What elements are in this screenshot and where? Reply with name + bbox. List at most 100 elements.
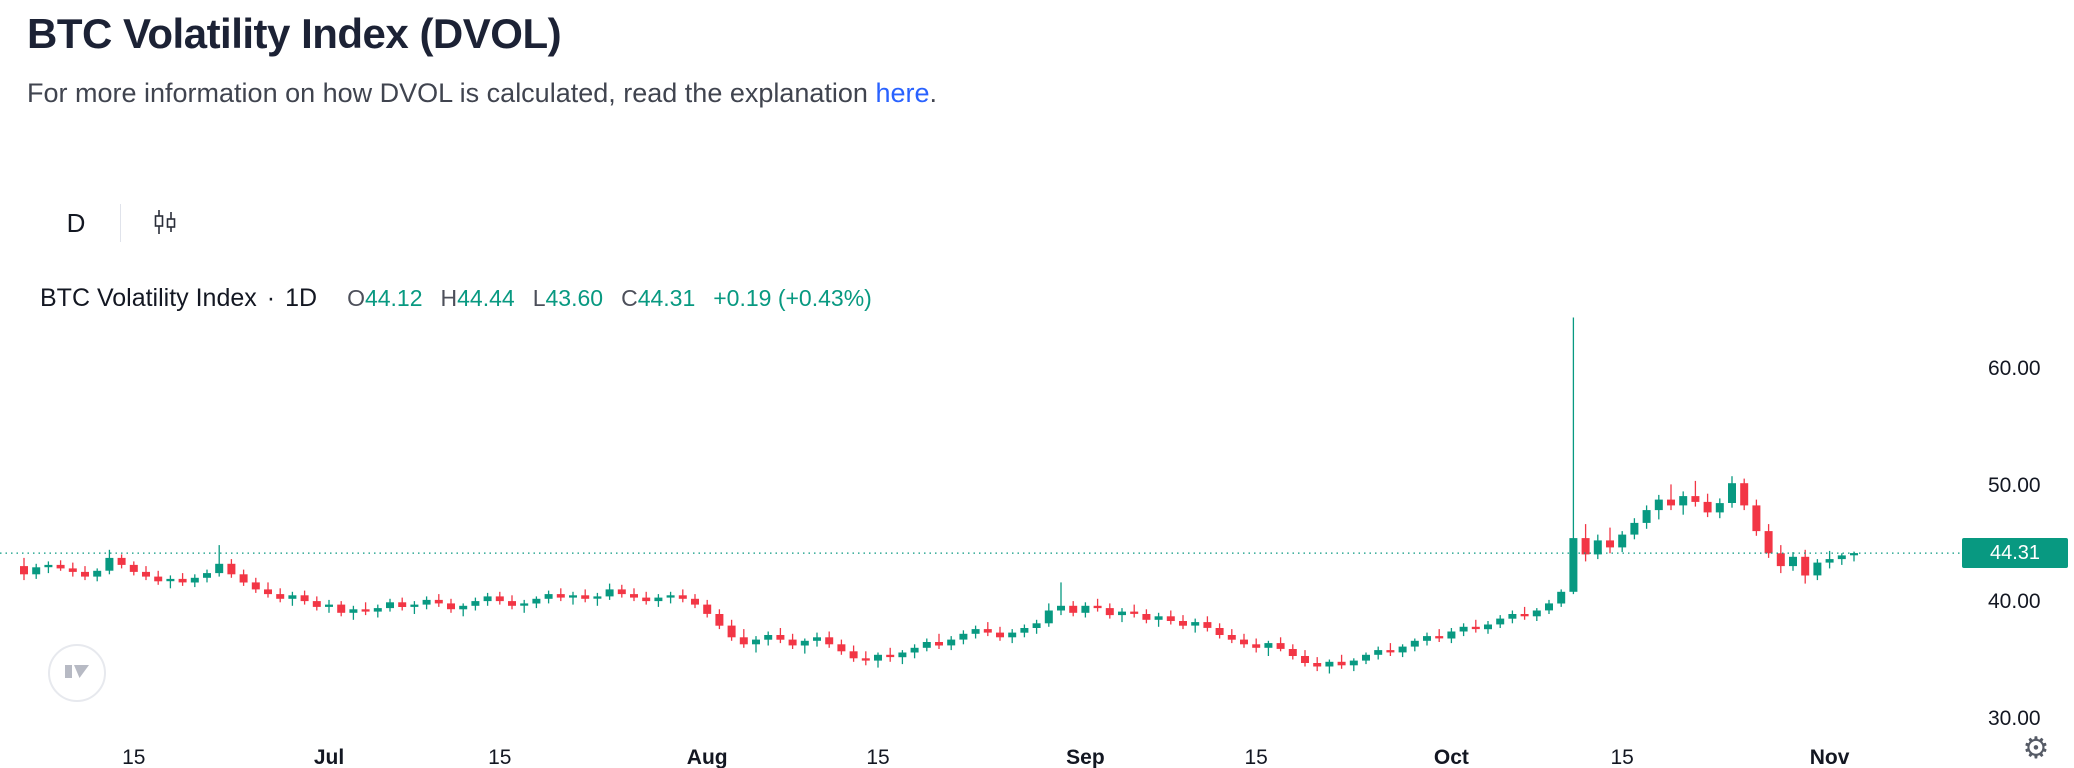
candle bbox=[1374, 646, 1383, 660]
candle bbox=[1837, 553, 1846, 565]
candle bbox=[203, 569, 211, 583]
time-axis-label: Nov bbox=[1809, 746, 1850, 768]
candle bbox=[1142, 609, 1151, 624]
candle bbox=[239, 569, 248, 586]
candle bbox=[544, 590, 553, 604]
price-axis-label: 60.00 bbox=[1988, 357, 2041, 381]
candle bbox=[1581, 524, 1590, 562]
candle bbox=[1667, 484, 1675, 511]
candle bbox=[227, 559, 236, 578]
candle bbox=[1105, 603, 1114, 619]
candle bbox=[1044, 603, 1053, 627]
candle bbox=[129, 561, 138, 576]
candle bbox=[886, 647, 895, 662]
chart-toolbar: D bbox=[54, 198, 187, 248]
candle bbox=[556, 588, 565, 602]
candle bbox=[386, 598, 394, 612]
candle bbox=[68, 562, 77, 577]
candle bbox=[483, 592, 492, 606]
candle bbox=[1301, 650, 1309, 667]
candle bbox=[1154, 612, 1163, 627]
tradingview-logo-icon bbox=[62, 656, 92, 691]
candle bbox=[154, 570, 163, 585]
candle bbox=[1179, 615, 1187, 630]
candle bbox=[532, 596, 541, 609]
candle bbox=[630, 588, 638, 602]
ohlc-high-label: H bbox=[440, 285, 458, 311]
candle bbox=[996, 626, 1004, 641]
candle bbox=[398, 597, 407, 611]
candle bbox=[715, 609, 724, 630]
candle bbox=[813, 632, 821, 647]
candle bbox=[1447, 628, 1456, 644]
candle bbox=[1337, 654, 1346, 669]
candle bbox=[788, 633, 797, 649]
candle bbox=[605, 583, 614, 600]
chart-pane[interactable] bbox=[0, 300, 1960, 740]
candle bbox=[264, 582, 272, 598]
candle bbox=[1386, 643, 1395, 656]
candle bbox=[1618, 531, 1627, 553]
candle bbox=[276, 588, 285, 603]
candle bbox=[288, 591, 297, 606]
candle bbox=[1679, 491, 1688, 515]
candle bbox=[1545, 599, 1553, 614]
candle bbox=[1484, 621, 1492, 634]
candle bbox=[410, 601, 419, 614]
candle bbox=[654, 594, 663, 607]
ohlc-open-value: 44.12 bbox=[364, 285, 423, 311]
candle bbox=[1703, 493, 1712, 518]
time-axis-label: 15 bbox=[122, 746, 146, 768]
candle bbox=[752, 636, 760, 653]
tradingview-logo[interactable] bbox=[48, 644, 106, 702]
toolbar-divider bbox=[120, 204, 121, 242]
candle bbox=[190, 574, 199, 588]
explanation-link[interactable]: here bbox=[875, 78, 930, 108]
ohlc-open-label: O bbox=[347, 285, 365, 311]
interval-button[interactable]: D bbox=[54, 199, 98, 247]
candle bbox=[1532, 608, 1541, 621]
price-axis[interactable]: 60.00 50.00 40.00 30.00 bbox=[1960, 300, 2074, 740]
candle bbox=[1349, 658, 1358, 672]
legend-symbol: BTC Volatility Index bbox=[40, 284, 257, 312]
candle bbox=[1593, 534, 1602, 560]
candle bbox=[874, 652, 882, 668]
candle bbox=[459, 603, 468, 617]
settings-gear-icon[interactable]: ⚙ bbox=[2022, 732, 2050, 765]
candle bbox=[215, 545, 224, 577]
candle bbox=[666, 591, 675, 604]
ohlc-low-label: L bbox=[532, 285, 546, 311]
candle bbox=[727, 619, 736, 641]
candle bbox=[837, 639, 846, 655]
header: BTC Volatility Index (DVOL) For more inf… bbox=[27, 10, 937, 109]
legend-interval: 1D bbox=[285, 284, 318, 312]
candle bbox=[1118, 608, 1126, 623]
candle bbox=[1801, 549, 1810, 584]
candle bbox=[1740, 478, 1749, 511]
chart-legend: BTC Volatility Index · 1D O44.12 H44.44 … bbox=[40, 284, 872, 313]
subtitle: For more information on how DVOL is calc… bbox=[27, 78, 937, 109]
time-axis[interactable]: 15 Jul 15 Aug 15 Sep 15 Oct 15 Nov bbox=[0, 740, 1960, 768]
last-price-badge: 44.31 bbox=[1962, 538, 2068, 569]
candle bbox=[1130, 604, 1139, 618]
candle bbox=[1654, 494, 1663, 520]
candle bbox=[935, 633, 943, 649]
ohlc-values: O44.12 H44.44 L43.60 C44.31 bbox=[347, 285, 695, 312]
candle bbox=[373, 604, 382, 618]
candle bbox=[1069, 601, 1078, 617]
candle bbox=[56, 560, 65, 571]
candle bbox=[776, 628, 785, 644]
candle bbox=[32, 563, 41, 579]
candle bbox=[617, 584, 626, 598]
candle bbox=[1435, 629, 1444, 642]
candle bbox=[166, 575, 175, 589]
candle bbox=[739, 629, 748, 648]
chart-style-button[interactable] bbox=[143, 199, 187, 247]
time-axis-label: Oct bbox=[1433, 746, 1469, 768]
ohlc-close-value: 44.31 bbox=[637, 285, 696, 311]
candle bbox=[251, 577, 260, 593]
candle bbox=[1398, 644, 1407, 658]
candle bbox=[1166, 610, 1175, 625]
time-axis-label: 15 bbox=[1244, 746, 1268, 768]
candlestick-icon bbox=[150, 207, 180, 240]
